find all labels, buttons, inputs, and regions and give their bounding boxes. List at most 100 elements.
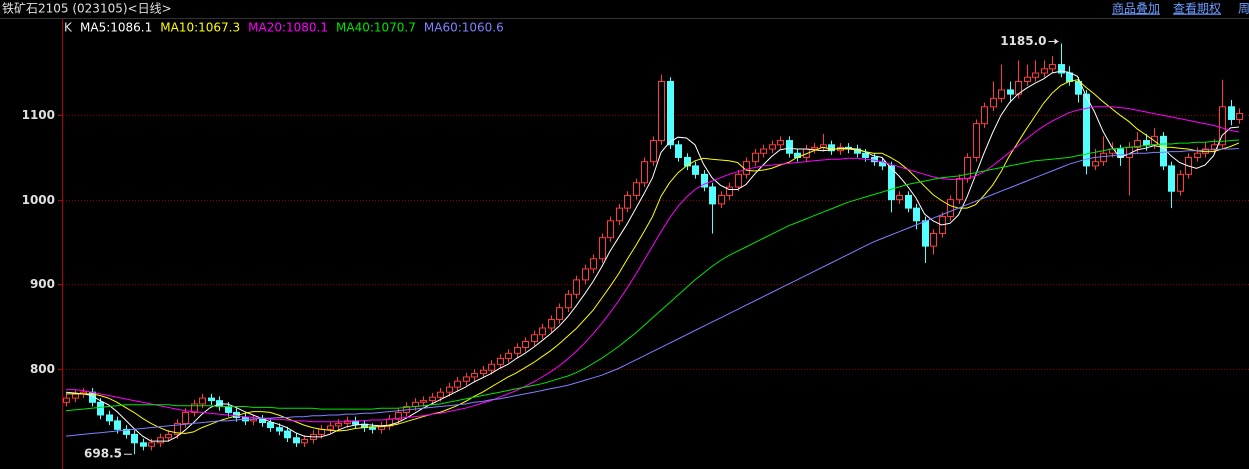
candle-body xyxy=(956,178,963,201)
candle-body xyxy=(225,406,232,413)
candle-body xyxy=(811,146,818,150)
candle-body xyxy=(590,258,597,270)
legend-value: 1060.6 xyxy=(462,21,504,35)
candle-body xyxy=(301,438,308,444)
candle-body xyxy=(760,148,767,154)
candle-body xyxy=(463,376,470,382)
candle-body xyxy=(599,237,606,260)
candle-body xyxy=(607,220,614,239)
candle-body xyxy=(1143,140,1150,146)
candle-body xyxy=(318,428,325,435)
candle-body xyxy=(650,140,657,163)
ma-line xyxy=(65,148,1240,437)
candle-body xyxy=(293,437,300,444)
candle-body xyxy=(123,428,130,435)
candle-body xyxy=(573,279,580,295)
candle-body xyxy=(276,427,283,432)
candle-body xyxy=(616,207,623,222)
legend-value: 1080.1 xyxy=(286,21,328,35)
candle-body xyxy=(947,199,954,218)
candle-body xyxy=(514,346,521,354)
legend-name: MA20: xyxy=(248,21,286,35)
candle-body xyxy=(429,396,436,402)
candle-body xyxy=(454,380,461,388)
candle-body xyxy=(684,156,691,167)
candle-body xyxy=(828,144,835,152)
max-arrowhead xyxy=(1054,38,1059,45)
candle-body xyxy=(777,140,784,146)
candle-body xyxy=(752,152,759,163)
candle-body xyxy=(633,182,640,196)
candle-body xyxy=(522,341,529,348)
candle-body xyxy=(497,357,504,365)
candle-body xyxy=(565,293,572,309)
candle-body xyxy=(471,373,478,378)
candle-body xyxy=(97,401,104,416)
candle-body xyxy=(981,106,988,125)
y-tick-label: 1100 xyxy=(22,108,55,122)
candle-body xyxy=(267,422,274,429)
legend-value: 1086.1 xyxy=(110,21,152,35)
candle-body xyxy=(208,397,215,402)
candle-body xyxy=(148,442,155,447)
candle-body xyxy=(114,420,121,430)
candle-body xyxy=(335,422,342,427)
candle-body xyxy=(395,411,402,420)
candle-body xyxy=(658,80,665,142)
ma-line xyxy=(66,79,1240,435)
candle-body xyxy=(896,194,903,201)
y-tick-label: 1000 xyxy=(22,193,55,207)
candle-body xyxy=(922,220,929,247)
candle-body xyxy=(692,165,699,175)
candle-body xyxy=(641,161,648,184)
candle-body xyxy=(1134,140,1141,148)
candle-body xyxy=(531,334,538,343)
candle-body xyxy=(862,152,869,158)
legend-value: 1070.7 xyxy=(374,21,416,35)
candle-body xyxy=(701,173,708,188)
candle-body xyxy=(1177,173,1184,192)
y-tick-label: 900 xyxy=(30,277,55,291)
candle-body xyxy=(1032,72,1039,78)
legend-name: MA10: xyxy=(160,21,198,35)
candle-body xyxy=(718,194,725,205)
legend-name: MA60: xyxy=(424,21,462,35)
candle-body xyxy=(1083,93,1090,167)
chart-title: 铁矿石2105 (023105)<日线> xyxy=(2,2,172,16)
candle-body xyxy=(990,97,997,108)
candle-body xyxy=(548,319,555,329)
candle-body xyxy=(556,307,563,321)
legend-name: MA40: xyxy=(336,21,374,35)
candle-body xyxy=(820,144,827,148)
toolbar-link[interactable]: 商品叠加 xyxy=(1112,1,1160,16)
candle-body xyxy=(157,437,164,444)
candle-body xyxy=(735,173,742,188)
candle-body xyxy=(437,391,444,398)
legend: MA5: 1086.1 MA10: 1067.3 MA20: 1080.1 MA40: 107… xyxy=(80,21,504,35)
candle-body xyxy=(1236,113,1243,120)
candle-body xyxy=(913,207,920,222)
candle-body xyxy=(369,427,376,430)
candle-body xyxy=(72,393,79,399)
candle-body xyxy=(106,414,113,422)
candle-body xyxy=(199,397,206,405)
candle-body xyxy=(131,433,138,444)
candle-body xyxy=(1092,161,1099,167)
candle-body xyxy=(327,425,334,430)
candle-body xyxy=(165,433,172,439)
candle-body xyxy=(1075,80,1082,95)
candle-body xyxy=(1066,72,1073,82)
toolbar-link[interactable]: 周 xyxy=(1238,2,1249,16)
legend-name: MA5: xyxy=(80,21,110,35)
candle-body xyxy=(480,369,487,375)
candle-body xyxy=(905,194,912,209)
candle-body xyxy=(726,186,733,196)
candle-body xyxy=(284,430,291,439)
candle-body xyxy=(709,186,716,205)
candle-body xyxy=(191,403,198,413)
candle-body xyxy=(667,80,674,146)
legend-value: 1067.3 xyxy=(198,21,240,35)
toolbar-link[interactable]: 查看期权 xyxy=(1173,2,1221,16)
